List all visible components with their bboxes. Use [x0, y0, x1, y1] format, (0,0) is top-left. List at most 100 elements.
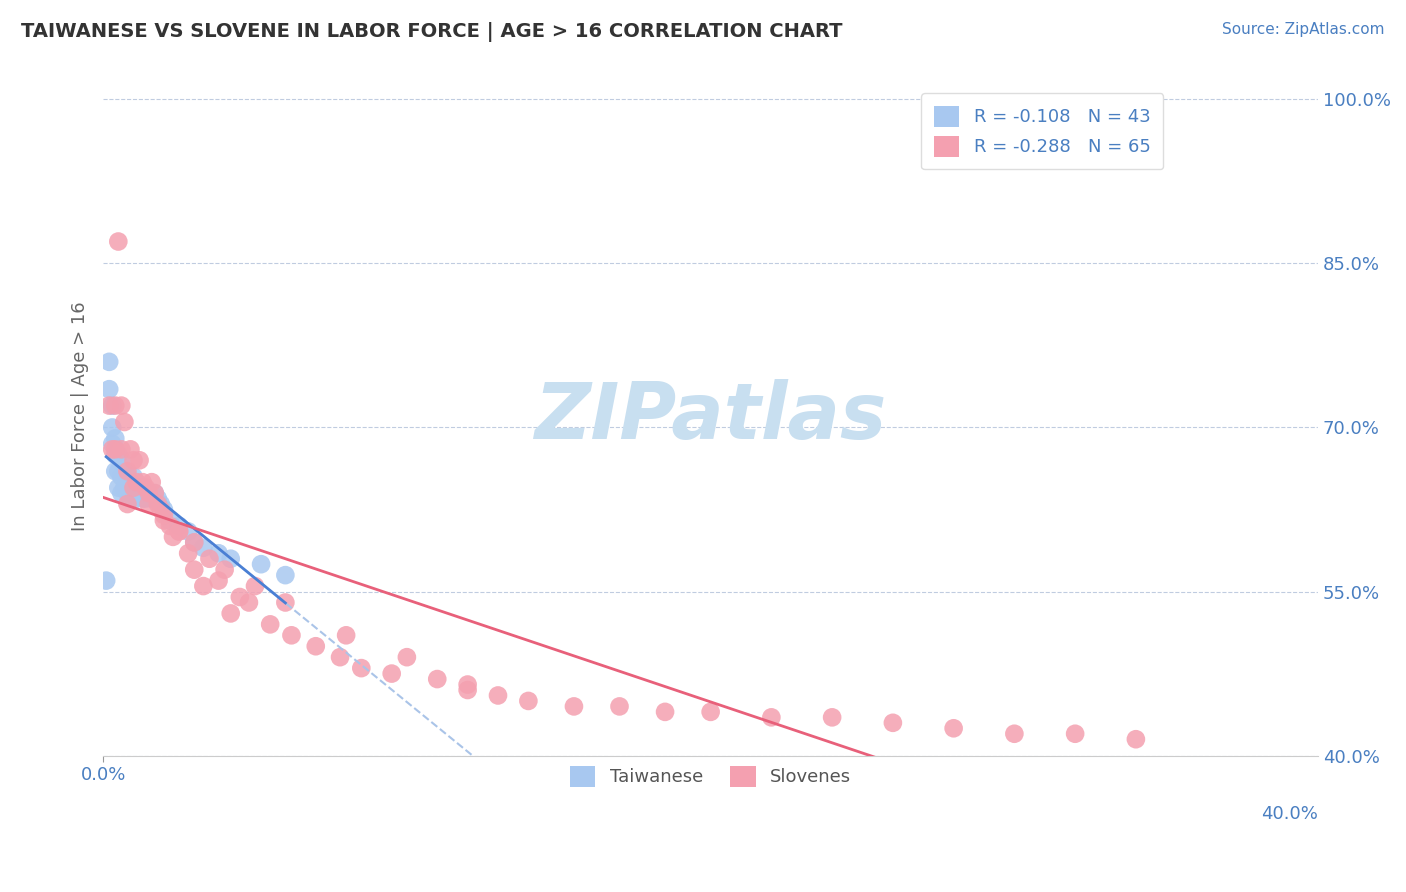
- Point: [138, 486, 160, 500]
- Point: [122, 481, 145, 495]
- Point: [329, 650, 352, 665]
- Point: [138, 497, 160, 511]
- Point: [280, 628, 302, 642]
- Point: [229, 590, 252, 604]
- Point: [457, 677, 479, 691]
- Point: [101, 437, 124, 451]
- Point: [177, 546, 200, 560]
- Point: [219, 551, 242, 566]
- Point: [238, 595, 260, 609]
- Point: [122, 486, 145, 500]
- Point: [135, 481, 157, 495]
- Point: [193, 579, 215, 593]
- Point: [1002, 727, 1025, 741]
- Point: [167, 519, 190, 533]
- Point: [112, 481, 135, 495]
- Point: [122, 469, 145, 483]
- Point: [131, 491, 153, 506]
- Point: [120, 475, 142, 490]
- Legend: Taiwanese, Slovenes: Taiwanese, Slovenes: [562, 759, 858, 794]
- Point: [138, 486, 160, 500]
- Point: [120, 442, 142, 457]
- Point: [167, 524, 190, 539]
- Point: [96, 574, 118, 588]
- Point: [761, 710, 783, 724]
- Point: [101, 420, 124, 434]
- Point: [153, 502, 176, 516]
- Point: [112, 464, 135, 478]
- Point: [117, 497, 139, 511]
- Point: [98, 382, 121, 396]
- Point: [107, 464, 129, 478]
- Point: [125, 475, 148, 490]
- Point: [609, 699, 631, 714]
- Point: [143, 486, 166, 500]
- Point: [110, 453, 132, 467]
- Point: [117, 486, 139, 500]
- Text: TAIWANESE VS SLOVENE IN LABOR FORCE | AGE > 16 CORRELATION CHART: TAIWANESE VS SLOVENE IN LABOR FORCE | AG…: [21, 22, 842, 42]
- Point: [183, 535, 205, 549]
- Point: [162, 530, 184, 544]
- Point: [104, 448, 127, 462]
- Text: Source: ZipAtlas.com: Source: ZipAtlas.com: [1222, 22, 1385, 37]
- Point: [110, 486, 132, 500]
- Point: [159, 519, 181, 533]
- Point: [98, 399, 121, 413]
- Point: [153, 508, 176, 522]
- Point: [167, 524, 190, 539]
- Point: [1064, 727, 1087, 741]
- Point: [125, 491, 148, 506]
- Point: [104, 399, 127, 413]
- Point: [381, 666, 404, 681]
- Text: 40.0%: 40.0%: [1261, 805, 1319, 822]
- Point: [207, 574, 229, 588]
- Point: [259, 617, 281, 632]
- Point: [110, 469, 132, 483]
- Point: [107, 235, 129, 249]
- Point: [141, 491, 163, 506]
- Point: [426, 672, 449, 686]
- Point: [350, 661, 373, 675]
- Text: ZIPatlas: ZIPatlas: [534, 378, 887, 455]
- Point: [250, 558, 273, 572]
- Point: [120, 491, 142, 506]
- Y-axis label: In Labor Force | Age > 16: In Labor Force | Age > 16: [72, 301, 89, 532]
- Point: [131, 481, 153, 495]
- Point: [153, 513, 176, 527]
- Point: [214, 563, 236, 577]
- Point: [104, 464, 127, 478]
- Point: [131, 475, 153, 490]
- Point: [395, 650, 418, 665]
- Point: [122, 453, 145, 467]
- Point: [821, 710, 844, 724]
- Point: [143, 486, 166, 500]
- Point: [562, 699, 585, 714]
- Point: [149, 497, 172, 511]
- Point: [183, 535, 205, 549]
- Point: [517, 694, 540, 708]
- Point: [207, 546, 229, 560]
- Point: [183, 563, 205, 577]
- Point: [128, 453, 150, 467]
- Point: [198, 551, 221, 566]
- Point: [335, 628, 357, 642]
- Point: [104, 431, 127, 445]
- Point: [141, 475, 163, 490]
- Point: [110, 442, 132, 457]
- Point: [699, 705, 721, 719]
- Point: [149, 502, 172, 516]
- Point: [117, 469, 139, 483]
- Point: [274, 568, 297, 582]
- Point: [1125, 732, 1147, 747]
- Point: [107, 448, 129, 462]
- Point: [128, 481, 150, 495]
- Point: [243, 579, 266, 593]
- Point: [177, 524, 200, 539]
- Point: [193, 541, 215, 555]
- Point: [942, 721, 965, 735]
- Point: [98, 355, 121, 369]
- Point: [135, 491, 157, 506]
- Point: [117, 464, 139, 478]
- Point: [104, 442, 127, 457]
- Point: [101, 442, 124, 457]
